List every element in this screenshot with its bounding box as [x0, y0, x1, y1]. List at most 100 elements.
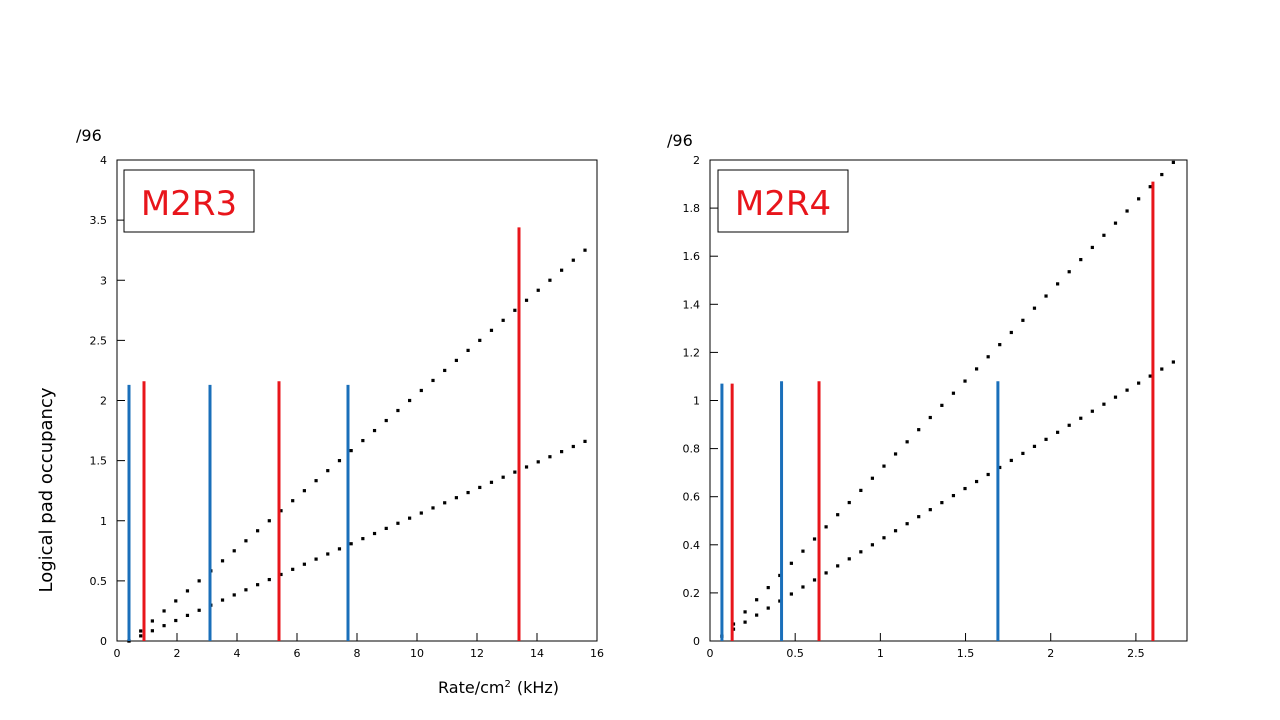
- data-point-series-2: [917, 515, 921, 519]
- data-point-series-1: [812, 537, 817, 541]
- data-point-series-1: [1044, 294, 1048, 298]
- x-tick-label: 2.5: [1127, 647, 1145, 660]
- data-point-series-1: [291, 499, 295, 503]
- data-point-series-2: [314, 557, 318, 561]
- data-point-series-1: [928, 415, 932, 420]
- data-point-series-1: [870, 476, 875, 480]
- data-point-series-2: [974, 479, 979, 484]
- data-point-series-2: [291, 567, 295, 571]
- data-point-series-2: [778, 599, 782, 603]
- data-point-series-1: [766, 585, 770, 590]
- data-point-series-2: [419, 511, 423, 515]
- title-box: M2R4: [717, 169, 849, 233]
- data-point-series-2: [560, 450, 564, 454]
- data-point-series-2: [150, 629, 154, 633]
- data-point-series-1: [1137, 197, 1141, 201]
- y-tick-label: 1: [693, 395, 700, 408]
- y-unit-label: /96: [76, 126, 102, 145]
- y-tick-label: 0.8: [683, 443, 701, 456]
- data-point-series-1: [185, 589, 190, 593]
- data-point-series-2: [1032, 444, 1037, 448]
- data-point-series-2: [928, 508, 932, 512]
- data-point-series-2: [197, 608, 201, 612]
- x-axis-label-unit: (kHz): [517, 678, 559, 697]
- y-tick-label: 0: [100, 635, 107, 648]
- y-tick-label: 1.8: [683, 202, 701, 215]
- data-point-series-1: [174, 599, 178, 603]
- data-point-series-2: [859, 550, 863, 554]
- data-point-series-1: [801, 549, 805, 553]
- data-point-series-2: [882, 536, 886, 540]
- y-unit-label: /96: [667, 131, 693, 150]
- data-point-series-1: [1102, 233, 1106, 237]
- data-point-series-1: [349, 449, 353, 453]
- x-tick-label: 8: [354, 647, 361, 660]
- title-box: M2R3: [123, 169, 255, 233]
- data-point-series-1: [571, 258, 575, 262]
- data-point-series-1: [778, 573, 782, 578]
- data-point-series-1: [986, 355, 990, 359]
- data-point-series-1: [454, 358, 458, 363]
- data-point-series-1: [951, 391, 956, 395]
- data-point-series-2: [162, 624, 166, 628]
- data-point-series-2: [986, 472, 990, 477]
- axis-ticks: 0 0.5 1 1.5 2 2.5 0 0.2 0.4 0.6 0.8 1 1.2 1.4 1.6 1.8 2: [683, 154, 1145, 660]
- data-point-series-1: [1148, 185, 1152, 189]
- data-point-series-1: [1067, 270, 1071, 274]
- data-point-series-2: [1148, 374, 1152, 378]
- x-tick-label: 10: [410, 647, 424, 660]
- data-point-series-1: [905, 440, 909, 444]
- y-tick-label: 2: [693, 154, 700, 167]
- y-tick-label: 1.4: [683, 298, 701, 311]
- data-point-series-2: [766, 606, 770, 610]
- data-point-series-2: [431, 506, 435, 510]
- data-point-series-1: [139, 629, 143, 633]
- data-point-series-1: [478, 338, 482, 342]
- chart-title: M2R4: [735, 184, 831, 224]
- data-point-series-1: [396, 408, 400, 413]
- data-point-series-1: [337, 459, 342, 463]
- data-point-series-2: [1009, 458, 1013, 463]
- data-point-series-1: [513, 308, 517, 312]
- data-point-series-2: [174, 618, 178, 623]
- data-point-series-1: [431, 378, 435, 383]
- data-point-series-2: [220, 598, 225, 602]
- data-point-series-1: [256, 529, 260, 533]
- data-point-series-2: [1137, 381, 1141, 385]
- data-point-series-1: [1032, 306, 1037, 310]
- x-tick-label: 16: [590, 647, 604, 660]
- data-point-series-2: [847, 557, 851, 561]
- data-points: [720, 160, 1175, 638]
- y-tick-label: 0: [693, 635, 700, 648]
- data-point-series-2: [302, 562, 306, 566]
- data-point-series-2: [536, 460, 540, 464]
- data-point-series-1: [279, 509, 283, 513]
- data-point-series-2: [548, 455, 552, 459]
- x-axis-label-base: Rate/cm: [438, 678, 504, 697]
- data-point-series-1: [1113, 221, 1118, 225]
- data-point-series-2: [372, 531, 377, 536]
- data-point-series-2: [466, 490, 470, 495]
- y-tick-label: 4: [100, 154, 107, 167]
- data-point-series-2: [1056, 430, 1060, 434]
- threshold-lines: [720, 181, 1155, 641]
- x-tick-label: 14: [530, 647, 544, 660]
- data-point-series-2: [801, 585, 805, 589]
- data-point-series-2: [443, 501, 447, 505]
- data-point-series-2: [244, 588, 248, 592]
- data-point-series-2: [998, 465, 1002, 470]
- data-point-series-1: [197, 579, 201, 583]
- data-point-series-1: [974, 367, 979, 371]
- data-point-series-1: [940, 403, 944, 407]
- data-point-series-2: [824, 571, 828, 575]
- data-point-series-1: [326, 469, 330, 473]
- data-point-series-2: [571, 444, 575, 449]
- data-point-series-2: [812, 578, 817, 582]
- data-point-series-2: [963, 486, 967, 491]
- x-tick-label: 1.5: [957, 647, 975, 660]
- x-tick-label: 2: [1047, 647, 1054, 660]
- data-point-series-1: [1009, 330, 1013, 335]
- data-points: [127, 248, 587, 643]
- data-point-series-1: [789, 561, 793, 565]
- data-point-series-2: [1090, 409, 1094, 413]
